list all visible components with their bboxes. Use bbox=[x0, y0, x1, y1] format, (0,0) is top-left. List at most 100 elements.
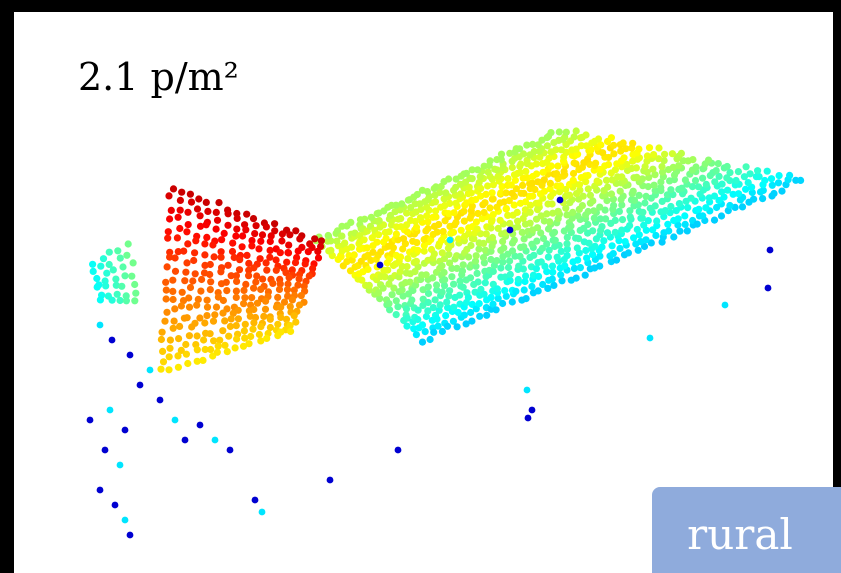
point bbox=[664, 221, 671, 228]
point bbox=[591, 243, 598, 250]
point bbox=[653, 217, 660, 224]
point bbox=[235, 315, 242, 322]
point bbox=[198, 276, 205, 283]
point bbox=[169, 277, 176, 284]
point bbox=[314, 248, 321, 255]
point bbox=[250, 264, 257, 271]
point bbox=[218, 254, 225, 261]
point bbox=[127, 532, 134, 539]
point bbox=[179, 289, 186, 296]
point bbox=[620, 139, 627, 146]
point bbox=[669, 150, 676, 157]
point bbox=[170, 185, 177, 192]
point bbox=[433, 281, 440, 288]
point bbox=[427, 336, 434, 343]
point bbox=[487, 224, 494, 231]
point bbox=[735, 190, 742, 197]
point bbox=[556, 128, 563, 135]
point bbox=[764, 168, 771, 175]
point bbox=[167, 337, 174, 344]
point bbox=[223, 279, 230, 286]
point bbox=[500, 244, 507, 251]
point bbox=[117, 297, 124, 304]
point bbox=[498, 151, 505, 158]
point bbox=[718, 212, 725, 219]
point bbox=[163, 309, 170, 316]
point bbox=[361, 236, 368, 243]
point bbox=[260, 313, 267, 320]
point bbox=[255, 245, 262, 252]
point bbox=[608, 134, 615, 141]
point bbox=[743, 163, 750, 170]
point bbox=[705, 157, 712, 164]
point bbox=[184, 360, 191, 367]
point bbox=[243, 211, 250, 218]
point bbox=[403, 323, 410, 330]
point bbox=[201, 251, 208, 258]
point bbox=[199, 357, 206, 364]
point bbox=[650, 151, 657, 158]
point bbox=[575, 235, 582, 242]
point bbox=[296, 275, 303, 282]
point bbox=[195, 195, 202, 202]
point bbox=[183, 351, 190, 358]
point bbox=[117, 255, 124, 262]
point bbox=[217, 268, 224, 275]
point bbox=[626, 222, 633, 229]
point bbox=[641, 199, 648, 206]
point bbox=[100, 255, 107, 262]
point bbox=[465, 294, 472, 301]
point bbox=[778, 188, 785, 195]
point bbox=[564, 252, 571, 259]
point bbox=[358, 277, 365, 284]
point bbox=[159, 348, 166, 355]
point bbox=[174, 234, 181, 241]
point bbox=[613, 257, 620, 264]
point bbox=[490, 268, 497, 275]
point bbox=[203, 199, 210, 206]
point bbox=[443, 299, 450, 306]
point bbox=[209, 241, 216, 248]
point bbox=[182, 269, 189, 276]
point bbox=[341, 240, 348, 247]
point bbox=[493, 166, 500, 173]
point bbox=[185, 294, 192, 301]
point bbox=[267, 238, 274, 245]
point bbox=[439, 328, 446, 335]
point bbox=[273, 267, 280, 274]
point bbox=[203, 312, 210, 319]
point bbox=[338, 233, 345, 240]
point bbox=[522, 272, 529, 279]
point bbox=[481, 291, 488, 298]
point bbox=[393, 231, 400, 238]
point bbox=[243, 252, 250, 259]
point bbox=[554, 254, 561, 261]
point bbox=[224, 348, 231, 355]
point bbox=[397, 215, 404, 222]
point bbox=[277, 304, 284, 311]
point bbox=[713, 167, 720, 174]
point bbox=[257, 238, 264, 245]
point bbox=[505, 264, 512, 271]
point bbox=[571, 159, 578, 166]
point bbox=[563, 240, 570, 247]
point bbox=[512, 288, 519, 295]
point bbox=[225, 262, 232, 269]
point bbox=[633, 174, 640, 181]
point bbox=[661, 151, 668, 158]
point bbox=[259, 231, 266, 238]
point bbox=[482, 279, 489, 286]
point bbox=[460, 208, 467, 215]
point bbox=[286, 231, 293, 238]
point bbox=[520, 190, 527, 197]
point bbox=[617, 188, 624, 195]
point bbox=[189, 277, 196, 284]
point bbox=[441, 276, 448, 283]
point bbox=[315, 254, 322, 261]
point bbox=[481, 199, 488, 206]
point bbox=[437, 301, 444, 308]
point bbox=[123, 252, 130, 259]
point bbox=[219, 310, 226, 317]
point bbox=[724, 187, 731, 194]
point bbox=[366, 282, 373, 289]
